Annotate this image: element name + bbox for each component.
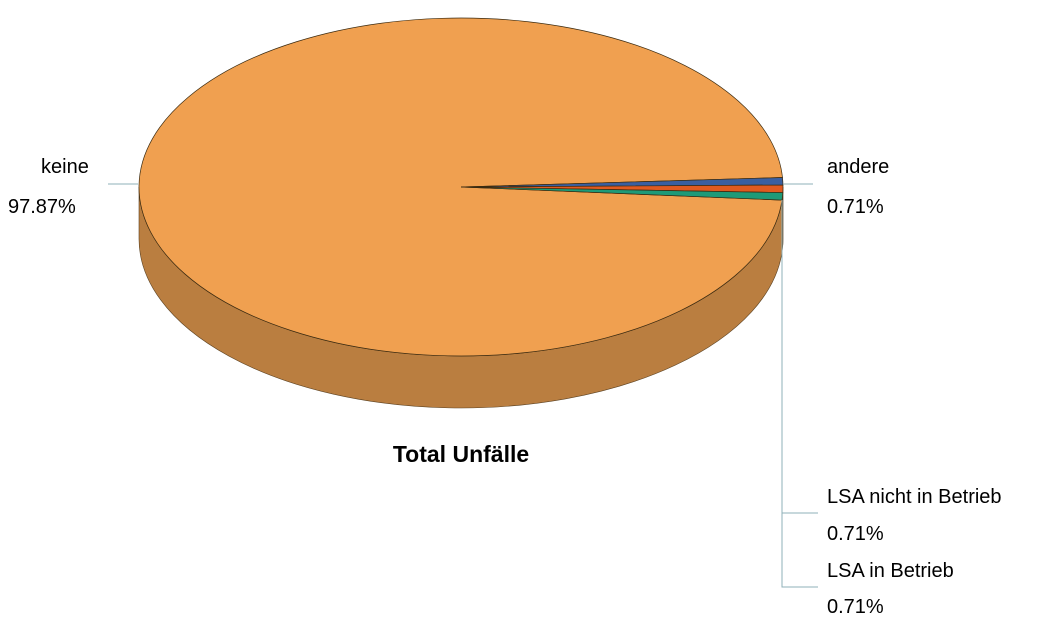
slice-label-andere: andere (827, 156, 889, 178)
slice-label-lsa-in-betrieb: LSA in Betrieb (827, 560, 954, 582)
chart-title: Total Unfälle (393, 441, 529, 467)
slice-label-keine: keine (41, 156, 89, 178)
slice-value-lsa-in-betrieb: 0.71% (827, 596, 884, 618)
leader-lines (108, 183, 818, 588)
leader-lsa-in-betrieb (781, 200, 818, 588)
pie-top-face (138, 17, 784, 357)
slice-label-lsa-nicht-in-betrieb: LSA nicht in Betrieb (827, 486, 1002, 508)
slice-value-keine: 97.87% (8, 196, 76, 218)
leader-lsa-nicht-in-betrieb (781, 200, 818, 514)
slice-value-andere: 0.71% (827, 196, 884, 218)
slice-value-lsa-nicht-in-betrieb: 0.71% (827, 523, 884, 545)
pie-slice-keine (138, 17, 783, 357)
